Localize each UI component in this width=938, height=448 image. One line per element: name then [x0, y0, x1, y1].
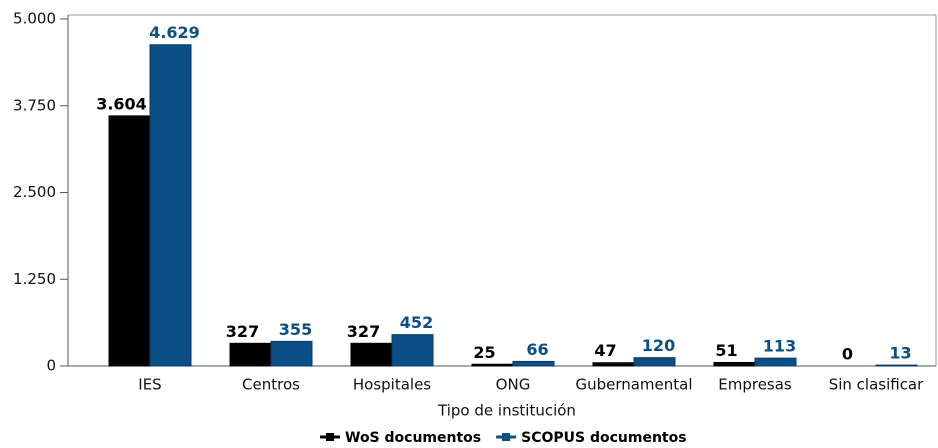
bar [471, 363, 514, 367]
value-label: 66 [526, 340, 548, 359]
bar [108, 115, 151, 367]
y-tick-label: 1.250 [13, 270, 56, 288]
x-tick-label: Empresas [718, 376, 792, 394]
value-label: 47 [594, 341, 616, 360]
value-label: 355 [279, 320, 312, 339]
value-label: 113 [763, 337, 796, 356]
bar [633, 357, 676, 367]
legend-marker [326, 433, 334, 441]
value-label: 327 [226, 322, 259, 341]
value-label: 4.629 [149, 23, 200, 42]
y-tick-label: 3.750 [13, 96, 56, 114]
bar [391, 334, 434, 367]
legend-label: WoS documentos [345, 430, 481, 446]
bar [512, 360, 555, 367]
bar [592, 362, 635, 367]
x-axis-title: Tipo de institución [437, 402, 576, 420]
y-tick-label: 2.500 [13, 183, 56, 201]
x-tick-label: Centros [242, 376, 300, 394]
bar [713, 361, 756, 367]
x-tick-label: Sin clasificar [829, 376, 924, 394]
value-label: 327 [347, 322, 380, 341]
value-label: 25 [473, 343, 495, 362]
bar [350, 342, 393, 367]
legend-label: SCOPUS documentos [521, 430, 686, 446]
value-label: 0 [842, 345, 853, 364]
value-label: 3.604 [96, 94, 147, 113]
x-tick-label: Gubernamental [575, 376, 692, 394]
value-label: 51 [715, 341, 737, 360]
bar [229, 342, 272, 367]
y-tick-label: 5.000 [13, 10, 56, 28]
value-label: 120 [642, 336, 675, 355]
bar [754, 357, 797, 367]
bar [270, 340, 313, 367]
y-tick-label: 0 [46, 357, 56, 375]
x-tick-label: Hospitales [353, 376, 431, 394]
x-tick-label: IES [138, 376, 161, 394]
value-label: 13 [889, 344, 911, 363]
bar [875, 364, 918, 367]
value-label: 452 [400, 313, 433, 332]
x-tick-label: ONG [496, 376, 531, 394]
legend-marker [502, 433, 511, 441]
bar [149, 44, 192, 367]
